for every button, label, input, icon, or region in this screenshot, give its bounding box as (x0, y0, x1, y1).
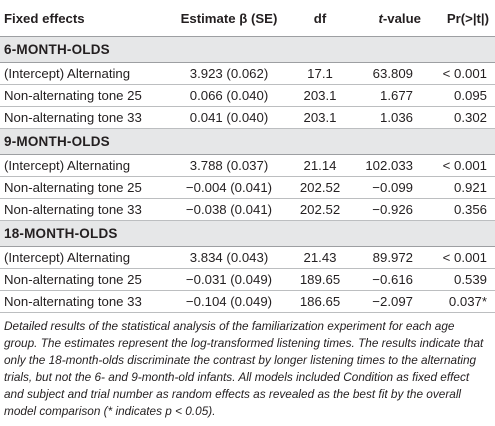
group-header-row: 6-MONTH-OLDS (0, 36, 495, 63)
effect-name: Non-alternating tone 33 (0, 290, 165, 313)
effect-name: (Intercept) Alternating (0, 62, 165, 85)
df-cell: 202.52 (293, 176, 347, 199)
estimate-cell: −0.031 (0.049) (165, 268, 293, 291)
effect-name: (Intercept) Alternating (0, 154, 165, 177)
group-header-row: 9-MONTH-OLDS (0, 128, 495, 155)
estimate-cell: 3.923 (0.062) (165, 62, 293, 85)
t-value-cell: 63.809 (347, 62, 427, 85)
estimate-cell: 3.834 (0.043) (165, 246, 293, 269)
estimate-cell: −0.104 (0.049) (165, 290, 293, 313)
results-table-container: Fixed effects Estimate β (SE) df t-value… (0, 0, 495, 313)
df-cell: 21.14 (293, 154, 347, 177)
effect-name: Non-alternating tone 25 (0, 268, 165, 291)
header-t-italic: t (378, 11, 383, 26)
header-t-value: t-value (347, 0, 427, 37)
df-cell: 202.52 (293, 198, 347, 221)
group-label: 18-MONTH-OLDS (0, 220, 495, 247)
t-value-cell: 1.677 (347, 84, 427, 107)
t-value-cell: −0.099 (347, 176, 427, 199)
header-estimate: Estimate β (SE) (165, 0, 293, 37)
table-body: 6-MONTH-OLDS (Intercept) Alternating 3.923… (0, 36, 495, 313)
t-value-cell: 89.972 (347, 246, 427, 269)
estimate-cell: 0.041 (0.040) (165, 106, 293, 129)
effect-name: Non-alternating tone 33 (0, 198, 165, 221)
df-cell: 203.1 (293, 84, 347, 107)
df-cell: 203.1 (293, 106, 347, 129)
effect-name: Non-alternating tone 25 (0, 176, 165, 199)
fixed-effects-table: Fixed effects Estimate β (SE) df t-value… (0, 0, 495, 313)
p-value-cell: 0.539 (427, 268, 495, 291)
p-value-cell: 0.302 (427, 106, 495, 129)
p-value-cell: 0.356 (427, 198, 495, 221)
table-caption: Detailed results of the statistical anal… (4, 319, 484, 418)
group-label: 6-MONTH-OLDS (0, 36, 495, 63)
df-cell: 21.43 (293, 246, 347, 269)
table-row: (Intercept) Alternating 3.834 (0.043) 21.4… (0, 246, 495, 269)
t-value-cell: 102.033 (347, 154, 427, 177)
p-value-cell: 0.095 (427, 84, 495, 107)
table-row: Non-alternating tone 33 −0.038 (0.041) 202… (0, 198, 495, 221)
table-header-row: Fixed effects Estimate β (SE) df t-value… (0, 0, 495, 37)
table-row: (Intercept) Alternating 3.788 (0.037) 21.1… (0, 154, 495, 177)
p-value-cell: 0.921 (427, 176, 495, 199)
header-fixed-effects: Fixed effects (0, 0, 165, 37)
table-row: Non-alternating tone 25 −0.031 (0.049) 189… (0, 268, 495, 291)
header-p-value: Pr(>|t|) (427, 0, 495, 37)
table-row: Non-alternating tone 33 −0.104 (0.049) 186… (0, 290, 495, 313)
estimate-cell: 0.066 (0.040) (165, 84, 293, 107)
p-value-cell: < 0.001 (427, 62, 495, 85)
table-row: Non-alternating tone 25 0.066 (0.040) 203.… (0, 84, 495, 107)
df-cell: 189.65 (293, 268, 347, 291)
header-t-suffix: -value (382, 11, 421, 26)
table-row: Non-alternating tone 33 0.041 (0.040) 203.… (0, 106, 495, 129)
estimate-cell: −0.004 (0.041) (165, 176, 293, 199)
effect-name: Non-alternating tone 33 (0, 106, 165, 129)
t-value-cell: −2.097 (347, 290, 427, 313)
effect-name: (Intercept) Alternating (0, 246, 165, 269)
group-header-row: 18-MONTH-OLDS (0, 220, 495, 247)
table-row: (Intercept) Alternating 3.923 (0.062) 17.1… (0, 62, 495, 85)
p-value-cell: < 0.001 (427, 246, 495, 269)
p-value-cell: 0.037* (427, 290, 495, 313)
table-row: Non-alternating tone 25 −0.004 (0.041) 202… (0, 176, 495, 199)
t-value-cell: 1.036 (347, 106, 427, 129)
df-cell: 17.1 (293, 62, 347, 85)
estimate-cell: −0.038 (0.041) (165, 198, 293, 221)
header-df: df (293, 0, 347, 37)
p-value-cell: < 0.001 (427, 154, 495, 177)
estimate-cell: 3.788 (0.037) (165, 154, 293, 177)
df-cell: 186.65 (293, 290, 347, 313)
t-value-cell: −0.616 (347, 268, 427, 291)
effect-name: Non-alternating tone 25 (0, 84, 165, 107)
group-label: 9-MONTH-OLDS (0, 128, 495, 155)
t-value-cell: −0.926 (347, 198, 427, 221)
